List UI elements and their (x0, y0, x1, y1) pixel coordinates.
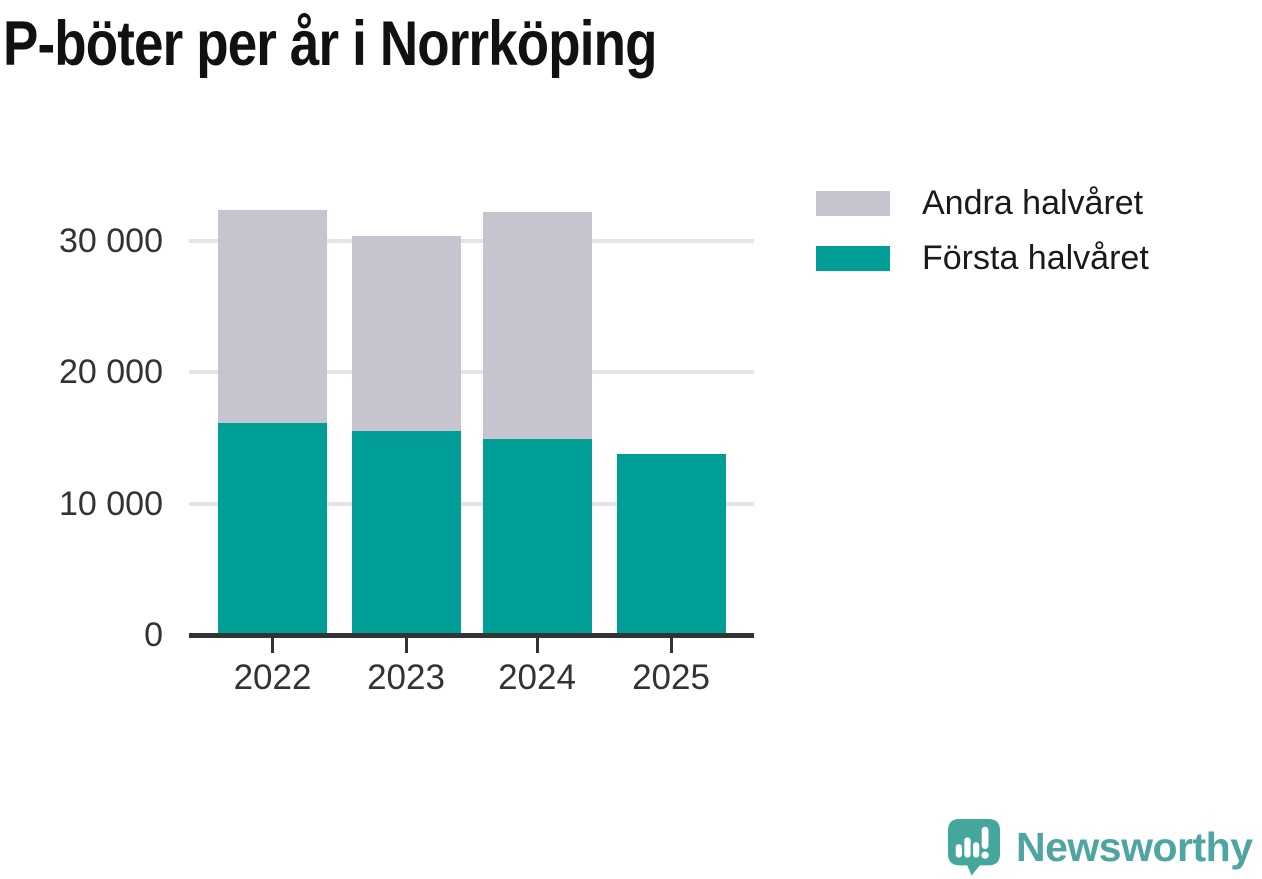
x-tick-label-2025: 2025 (632, 658, 710, 697)
legend: Andra halvåret Första halvåret (816, 184, 1149, 301)
x-tick-label-2022: 2022 (233, 658, 312, 697)
gridline-30000 (189, 238, 754, 243)
x-tick-label-2024: 2024 (498, 658, 576, 697)
x-tick-2022 (271, 638, 274, 653)
chart-title: P-böter per år i Norrköping (3, 9, 657, 79)
bar-2022-andra-halvaret (218, 210, 327, 424)
x-tick-2025 (669, 638, 673, 653)
x-tick-label-2023: 2023 (367, 658, 445, 697)
gridline-20000 (189, 370, 754, 374)
newsworthy-logo: Newsworthy (947, 818, 1253, 876)
bar-2025-forsta-halvaret (616, 454, 726, 635)
legend-item-forsta: Första halvåret (816, 239, 1149, 277)
gridline-10000 (189, 501, 754, 506)
legend-swatch-forsta (816, 246, 890, 271)
bar-2024-andra-halvaret (482, 212, 592, 440)
bar-2024-forsta-halvaret (482, 439, 592, 635)
x-tick-2023 (404, 638, 408, 653)
y-tick-label-0: 0 (144, 616, 163, 654)
legend-label-andra: Andra halvåret (922, 184, 1144, 222)
legend-swatch-andra (816, 191, 890, 216)
bar-2022-forsta-halvaret (218, 423, 327, 635)
legend-label-forsta: Första halvåret (922, 239, 1149, 277)
x-axis-line (189, 633, 754, 638)
x-tick-2024 (535, 638, 539, 653)
y-tick-label-20000: 20 000 (59, 353, 163, 391)
legend-item-andra: Andra halvåret (816, 184, 1149, 222)
bar-2023-andra-halvaret (351, 235, 461, 432)
bar-2023-forsta-halvaret (351, 431, 461, 635)
newsworthy-bubble-chart-icon (947, 819, 1001, 876)
y-tick-label-10000: 10 000 (59, 484, 163, 523)
y-tick-label-30000: 30 000 (59, 221, 163, 260)
newsworthy-logo-text: Newsworthy (1016, 823, 1253, 870)
